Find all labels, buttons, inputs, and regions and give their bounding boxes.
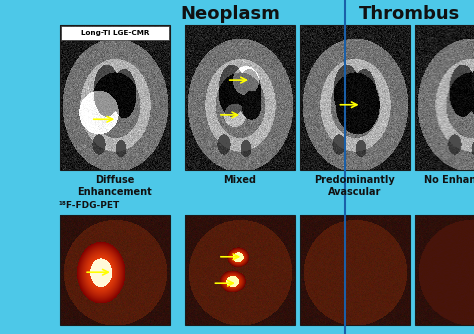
Bar bbox=[300, 215, 410, 325]
Text: ¹⁸F-FDG-PET: ¹⁸F-FDG-PET bbox=[58, 201, 119, 210]
Text: Neoplasm: Neoplasm bbox=[180, 5, 280, 23]
Bar bbox=[415, 215, 474, 325]
Bar bbox=[60, 25, 170, 170]
Text: Predominantly
Avascular: Predominantly Avascular bbox=[315, 175, 395, 197]
Text: No Enhancement: No Enhancement bbox=[424, 175, 474, 185]
Text: Thrombus: Thrombus bbox=[359, 5, 461, 23]
Text: Mixed: Mixed bbox=[224, 175, 256, 185]
Bar bbox=[61, 26, 169, 40]
Bar bbox=[300, 25, 410, 170]
Bar bbox=[185, 215, 295, 325]
Text: Long-TI LGE-CMR: Long-TI LGE-CMR bbox=[81, 30, 149, 36]
Bar bbox=[60, 215, 170, 325]
Text: Diffuse
Enhancement: Diffuse Enhancement bbox=[78, 175, 152, 197]
Bar bbox=[415, 25, 474, 170]
Bar bbox=[185, 25, 295, 170]
